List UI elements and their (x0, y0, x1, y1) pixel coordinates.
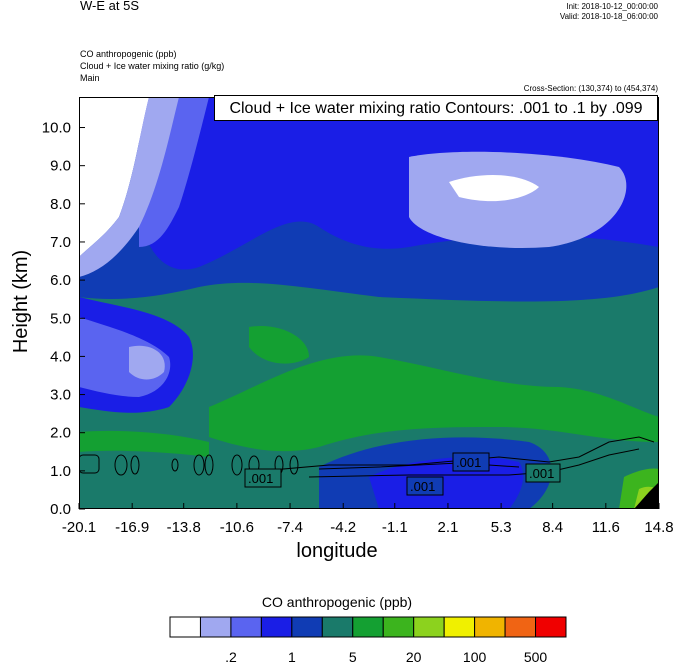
colorbar-swatch (382, 616, 415, 638)
plot-title: W-E at 5S (80, 0, 140, 13)
colorbar-swatch (474, 616, 506, 638)
contour-label: .001 (410, 479, 435, 494)
x-tick-label: -7.4 (277, 519, 303, 536)
cloud-contours (79, 436, 655, 478)
x-tick-label: 5.3 (491, 519, 512, 536)
colorbar-title: CO anthropogenic (ppb) (261, 594, 413, 610)
contour-label: .001 (248, 471, 273, 486)
x-tick-label: 2.1 (438, 519, 459, 536)
colorbar-swatch (352, 616, 384, 638)
cross-section-label: Cross-Section: (130,374) to (454,374) (523, 84, 658, 93)
colorbar-swatch (230, 616, 262, 638)
contour-labels: .001 .001 .001 .001 (244, 452, 561, 496)
colorbar-swatch (504, 616, 537, 638)
colorbar-label: .2 (225, 649, 237, 665)
x-tick-label: -4.2 (330, 519, 356, 536)
colorbar-swatch (260, 616, 293, 638)
field-label-co: CO anthropogenic (ppb) (80, 49, 177, 59)
y-tick-label: 1.0 (50, 463, 71, 480)
region-bl-green-left (79, 430, 209, 457)
valid-time: Valid: 2018-10-18_06:00:00 (559, 12, 658, 21)
x-tick-label: -13.8 (167, 519, 201, 536)
region-surface-terrain (634, 482, 659, 509)
y-tick-label: 9.0 (50, 158, 71, 175)
region-upper-lightblue (409, 151, 627, 248)
colorbar-swatch (291, 616, 323, 638)
colorbar-label: 500 (524, 649, 548, 665)
region-upper-white-right (449, 175, 539, 202)
y-tick-label: 7.0 (50, 234, 71, 251)
y-tick-label: 3.0 (50, 387, 71, 404)
colorbar-swatch (535, 616, 567, 638)
colorbar-swatch (169, 616, 201, 638)
field-label-cloud: Cloud + Ice water mixing ratio (g/kg) (80, 61, 225, 71)
x-tick-label: -10.6 (220, 519, 254, 536)
heatmap-svg: .001 .001 .001 .001 (79, 97, 659, 509)
y-tick-label: 4.0 (50, 348, 71, 365)
region-bl-teal-left (79, 440, 219, 509)
x-tick-label: 14.8 (644, 519, 673, 536)
y-tick-label: 6.0 (50, 272, 71, 289)
init-time: Init: 2018-10-12_00:00:00 (566, 2, 658, 11)
colorbar-label: 5 (349, 649, 357, 665)
colorbar-label: 20 (406, 649, 422, 665)
colorbar-label: 100 (463, 649, 487, 665)
y-tick-label: 0.0 (50, 501, 71, 518)
region-upper-lightblue-left (79, 97, 179, 277)
colorbar-swatch (199, 616, 232, 638)
plot-area: .001 .001 .001 .001 (79, 97, 659, 509)
region-mid-green2 (249, 326, 309, 364)
x-tick-label: 11.6 (592, 519, 620, 536)
region-mid-green (209, 355, 659, 452)
x-tick-label: 8.4 (542, 519, 563, 536)
region-upper-white-left (79, 97, 149, 257)
contour-info-box: Cloud + Ice water mixing ratio Contours:… (214, 95, 658, 121)
x-axis-label: longitude (296, 540, 378, 562)
colorbar-swatch (443, 616, 476, 638)
colorbar-swatch (413, 616, 445, 638)
y-tick-label: 10.0 (42, 120, 71, 137)
x-tick-label: -20.1 (62, 519, 96, 536)
x-tick-label: -16.9 (115, 519, 149, 536)
field-label-main: Main (80, 73, 100, 83)
region-left-lightblue (129, 345, 165, 380)
contour-label: .001 (456, 455, 481, 470)
y-tick-label: 2.0 (50, 425, 71, 442)
y-tick-label: 8.0 (50, 196, 71, 213)
x-tick-label: -1.1 (382, 519, 408, 536)
contour-label: .001 (529, 466, 554, 481)
colorbar-swatch (321, 616, 354, 638)
y-tick-label: 5.0 (50, 310, 71, 327)
colorbar-label: 1 (288, 649, 296, 665)
